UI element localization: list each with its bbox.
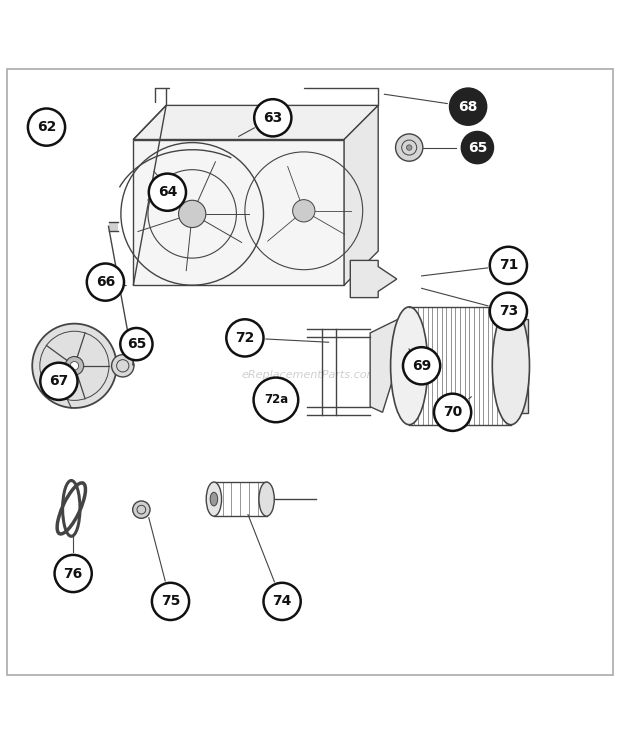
Text: 62: 62 <box>37 120 56 134</box>
Circle shape <box>120 328 153 360</box>
Polygon shape <box>133 139 344 285</box>
Circle shape <box>490 292 527 330</box>
Text: 71: 71 <box>498 258 518 272</box>
Bar <box>516 318 528 413</box>
Polygon shape <box>370 316 410 412</box>
Polygon shape <box>108 222 118 231</box>
Circle shape <box>179 200 206 228</box>
Text: 63: 63 <box>263 111 283 125</box>
Text: 64: 64 <box>157 185 177 199</box>
Polygon shape <box>350 260 397 298</box>
Text: 75: 75 <box>161 594 180 609</box>
Circle shape <box>461 132 494 164</box>
Text: 65: 65 <box>126 337 146 351</box>
Circle shape <box>254 377 298 422</box>
Circle shape <box>70 362 79 370</box>
Circle shape <box>450 88 487 125</box>
Circle shape <box>149 173 186 211</box>
Circle shape <box>112 355 134 377</box>
Text: 72a: 72a <box>264 394 288 406</box>
Circle shape <box>403 347 440 385</box>
Text: 72: 72 <box>235 331 255 345</box>
Text: eReplacementParts.com: eReplacementParts.com <box>242 370 378 380</box>
Circle shape <box>293 199 315 222</box>
Polygon shape <box>133 106 378 139</box>
Ellipse shape <box>391 307 428 425</box>
Circle shape <box>28 109 65 146</box>
Circle shape <box>133 501 150 519</box>
Text: 65: 65 <box>467 141 487 155</box>
Circle shape <box>490 247 527 284</box>
Ellipse shape <box>206 482 221 516</box>
Text: 67: 67 <box>49 374 69 388</box>
Circle shape <box>407 145 412 150</box>
Circle shape <box>65 356 84 375</box>
Polygon shape <box>344 106 378 285</box>
Circle shape <box>264 583 301 620</box>
Text: 69: 69 <box>412 359 432 373</box>
Text: 70: 70 <box>443 405 463 420</box>
Text: 74: 74 <box>272 594 292 609</box>
Circle shape <box>55 555 92 592</box>
Circle shape <box>87 263 124 301</box>
Ellipse shape <box>492 307 529 425</box>
Ellipse shape <box>210 493 218 506</box>
Circle shape <box>396 134 423 161</box>
Text: 76: 76 <box>63 566 83 580</box>
Circle shape <box>226 319 264 356</box>
Circle shape <box>152 583 189 620</box>
Ellipse shape <box>259 482 274 516</box>
Circle shape <box>434 394 471 431</box>
Circle shape <box>40 362 78 400</box>
Text: 68: 68 <box>458 100 478 114</box>
Text: 73: 73 <box>498 304 518 318</box>
Circle shape <box>32 324 117 408</box>
Circle shape <box>254 99 291 136</box>
Text: 66: 66 <box>95 275 115 289</box>
